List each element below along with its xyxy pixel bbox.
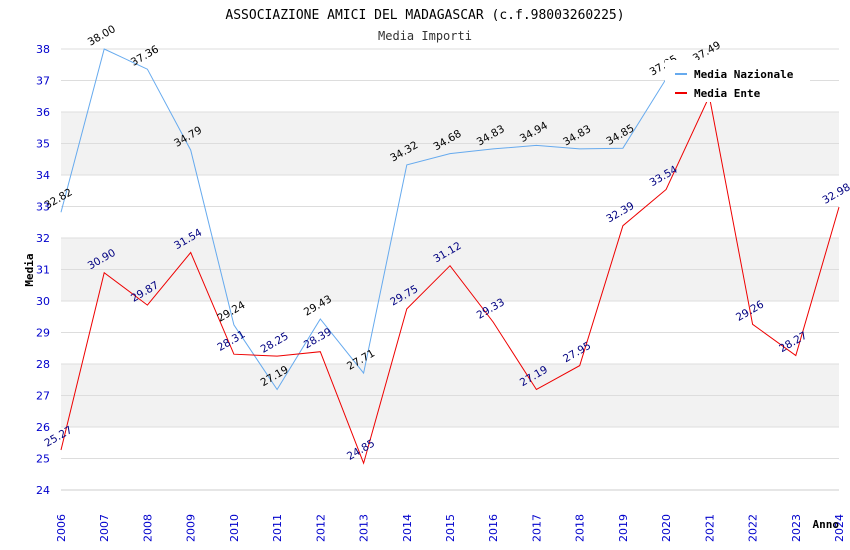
y-axis-ticks: 24 25 26 27 28 29 30 31 32 33 34 35 36 37 38 [36, 43, 50, 497]
x-tick-label: 2022 [747, 514, 760, 542]
grid-band [61, 238, 839, 270]
x-tick-label: 2006 [55, 514, 68, 542]
grid-band [61, 269, 839, 301]
x-tick-label: 2013 [358, 514, 371, 542]
legend-label: Media Nazionale [694, 68, 794, 81]
y-tick-label: 34 [36, 169, 50, 182]
legend-label: Media Ente [694, 87, 761, 100]
y-tick-label: 37 [36, 75, 50, 88]
y-tick-label: 33 [36, 201, 50, 214]
x-axis-ticks: 2006 2007 2008 2009 2010 2011 2012 2013 2014 2015… [55, 514, 846, 542]
x-tick-label: 2021 [703, 514, 716, 542]
x-axis-title: Anno [813, 518, 840, 531]
y-axis-title: Media [23, 253, 36, 286]
x-tick-label: 2023 [790, 514, 803, 542]
y-tick-label: 36 [36, 106, 50, 119]
x-tick-label: 2018 [574, 514, 587, 542]
x-tick-label: 2010 [228, 514, 241, 542]
x-tick-label: 2019 [617, 514, 630, 542]
grid-bands [61, 48, 839, 491]
y-tick-label: 35 [36, 138, 50, 151]
legend-box [665, 60, 810, 102]
y-tick-label: 26 [36, 421, 50, 434]
x-tick-label: 2017 [530, 514, 543, 542]
x-tick-label: 2016 [487, 514, 500, 542]
y-tick-label: 38 [36, 43, 50, 56]
y-tick-label: 28 [36, 358, 50, 371]
x-tick-label: 2009 [185, 514, 198, 542]
x-tick-label: 2012 [314, 514, 327, 542]
grid-band [61, 395, 839, 427]
grid-band [61, 175, 839, 207]
grid-band [61, 332, 839, 364]
grid-band [61, 458, 839, 490]
grid-band [61, 364, 839, 396]
y-tick-label: 24 [36, 484, 50, 497]
legend: Media Nazionale Media Ente [665, 60, 810, 102]
y-tick-label: 31 [36, 264, 50, 277]
y-tick-label: 25 [36, 453, 50, 466]
x-tick-label: 2007 [98, 514, 111, 542]
x-tick-label: 2020 [660, 514, 673, 542]
chart-subtitle: Media Importi [378, 29, 472, 43]
y-tick-label: 30 [36, 295, 50, 308]
x-tick-label: 2015 [444, 514, 457, 542]
grid-band [61, 143, 839, 175]
series-line-0 [60, 48, 710, 391]
y-tick-label: 27 [36, 390, 50, 403]
x-tick-label: 2014 [401, 514, 414, 542]
chart-title: ASSOCIAZIONE AMICI DEL MADAGASCAR (c.f.9… [225, 8, 624, 23]
grid-band [61, 301, 839, 333]
x-tick-label: 2008 [141, 514, 154, 542]
x-tick-label: 2011 [271, 514, 284, 542]
y-tick-label: 32 [36, 232, 50, 245]
grid-band [61, 112, 839, 144]
grid-band [61, 427, 839, 459]
grid-band [61, 206, 839, 238]
x-tick-label: 2024 [833, 514, 846, 542]
y-tick-label: 29 [36, 327, 50, 340]
